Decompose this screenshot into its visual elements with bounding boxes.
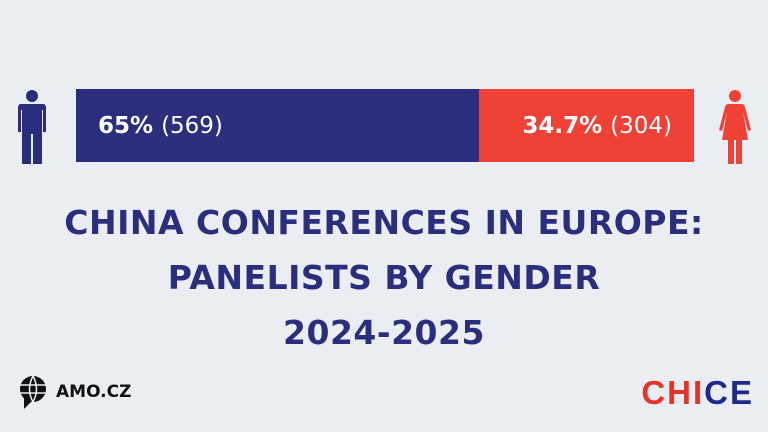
chart-title: CHINA CONFERENCES IN EUROPE: PANELISTS B… <box>0 195 768 360</box>
bar-segment-women: 34.7% (304) <box>478 89 694 162</box>
choice-logo-blue: CE <box>704 374 754 411</box>
gender-stacked-bar: 65% (569) 34.7% (304) <box>76 89 694 162</box>
globe-speech-icon <box>20 375 46 409</box>
title-line-1: CHINA CONFERENCES IN EUROPE: <box>64 203 704 242</box>
title-line-3: 2024-2025 <box>283 313 485 352</box>
men-count-label: (569) <box>161 112 223 139</box>
male-figure-icon <box>18 90 46 164</box>
title-line-2: PANELISTS BY GENDER <box>167 258 601 297</box>
women-count-label: (304) <box>610 112 672 139</box>
choice-logo-red: CH <box>641 374 693 411</box>
amo-logo: AMO.CZ <box>18 375 131 409</box>
choice-logo: CHICE <box>641 374 754 412</box>
choice-logo-mid: I <box>692 374 705 411</box>
men-percent-label: 65% <box>98 112 154 139</box>
bar-segment-men: 65% (569) <box>76 89 479 162</box>
amo-logo-text: AMO.CZ <box>56 382 132 402</box>
women-percent-label: 34.7% <box>522 112 603 139</box>
female-figure-icon <box>719 90 751 164</box>
